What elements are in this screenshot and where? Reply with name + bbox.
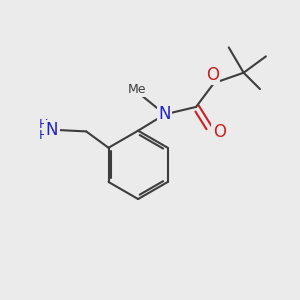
Text: H: H (38, 118, 48, 131)
Text: O: O (213, 123, 226, 141)
Text: N: N (159, 105, 171, 123)
Text: N: N (46, 121, 58, 139)
Text: H: H (38, 129, 48, 142)
Text: Me: Me (128, 83, 146, 96)
Text: O: O (206, 66, 219, 84)
